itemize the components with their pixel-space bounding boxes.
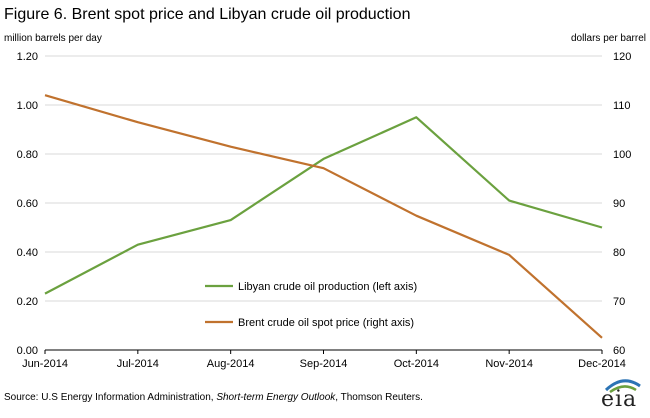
- x-tick-label: Jun-2014: [22, 358, 68, 370]
- left-tick-label: 0.00: [17, 345, 38, 357]
- x-tick-label: Nov-2014: [485, 358, 533, 370]
- right-tick-label: 110: [613, 100, 631, 112]
- x-tick-label: Oct-2014: [394, 358, 439, 370]
- series-line-libyan-production: [44, 116, 603, 295]
- source-prefix: Source: U.S Energy Information Administr…: [4, 392, 217, 403]
- source-suffix: , Thomson Reuters.: [335, 392, 423, 403]
- left-axis-unit-label: million barrels per day: [4, 33, 102, 44]
- x-tick-label: Sep-2014: [300, 358, 348, 370]
- series-line-brent-price: [44, 94, 603, 339]
- right-axis-unit-label: dollars per barrel: [570, 33, 646, 44]
- left-tick-label: 0.80: [17, 149, 38, 161]
- source-note: Source: U.S Energy Information Administr…: [4, 392, 423, 403]
- chart-title: Figure 6. Brent spot price and Libyan cr…: [4, 6, 411, 23]
- legend-label: Brent crude oil spot price (right axis): [238, 317, 414, 329]
- right-tick-label: 100: [613, 149, 631, 161]
- left-tick-label: 1.00: [17, 100, 38, 112]
- x-tick-label: Jul-2014: [117, 358, 159, 370]
- left-tick-label: 1.20: [17, 51, 38, 63]
- right-tick-label: 120: [613, 51, 631, 63]
- eia-logo-text: eia: [601, 387, 638, 412]
- left-tick-label: 0.20: [17, 296, 38, 308]
- right-tick-label: 80: [613, 247, 625, 259]
- legend-label: Libyan crude oil production (left axis): [238, 281, 417, 293]
- right-tick-label: 90: [613, 198, 625, 210]
- right-tick-label: 60: [613, 345, 625, 357]
- right-tick-label: 70: [613, 296, 625, 308]
- eia-logo-icon: [604, 379, 641, 394]
- left-tick-label: 0.40: [17, 247, 38, 259]
- x-tick-label: Aug-2014: [207, 358, 255, 370]
- left-tick-label: 0.60: [17, 198, 38, 210]
- source-publication: Short-term Energy Outlook: [216, 392, 336, 403]
- x-tick-label: Dec-2014: [578, 358, 626, 370]
